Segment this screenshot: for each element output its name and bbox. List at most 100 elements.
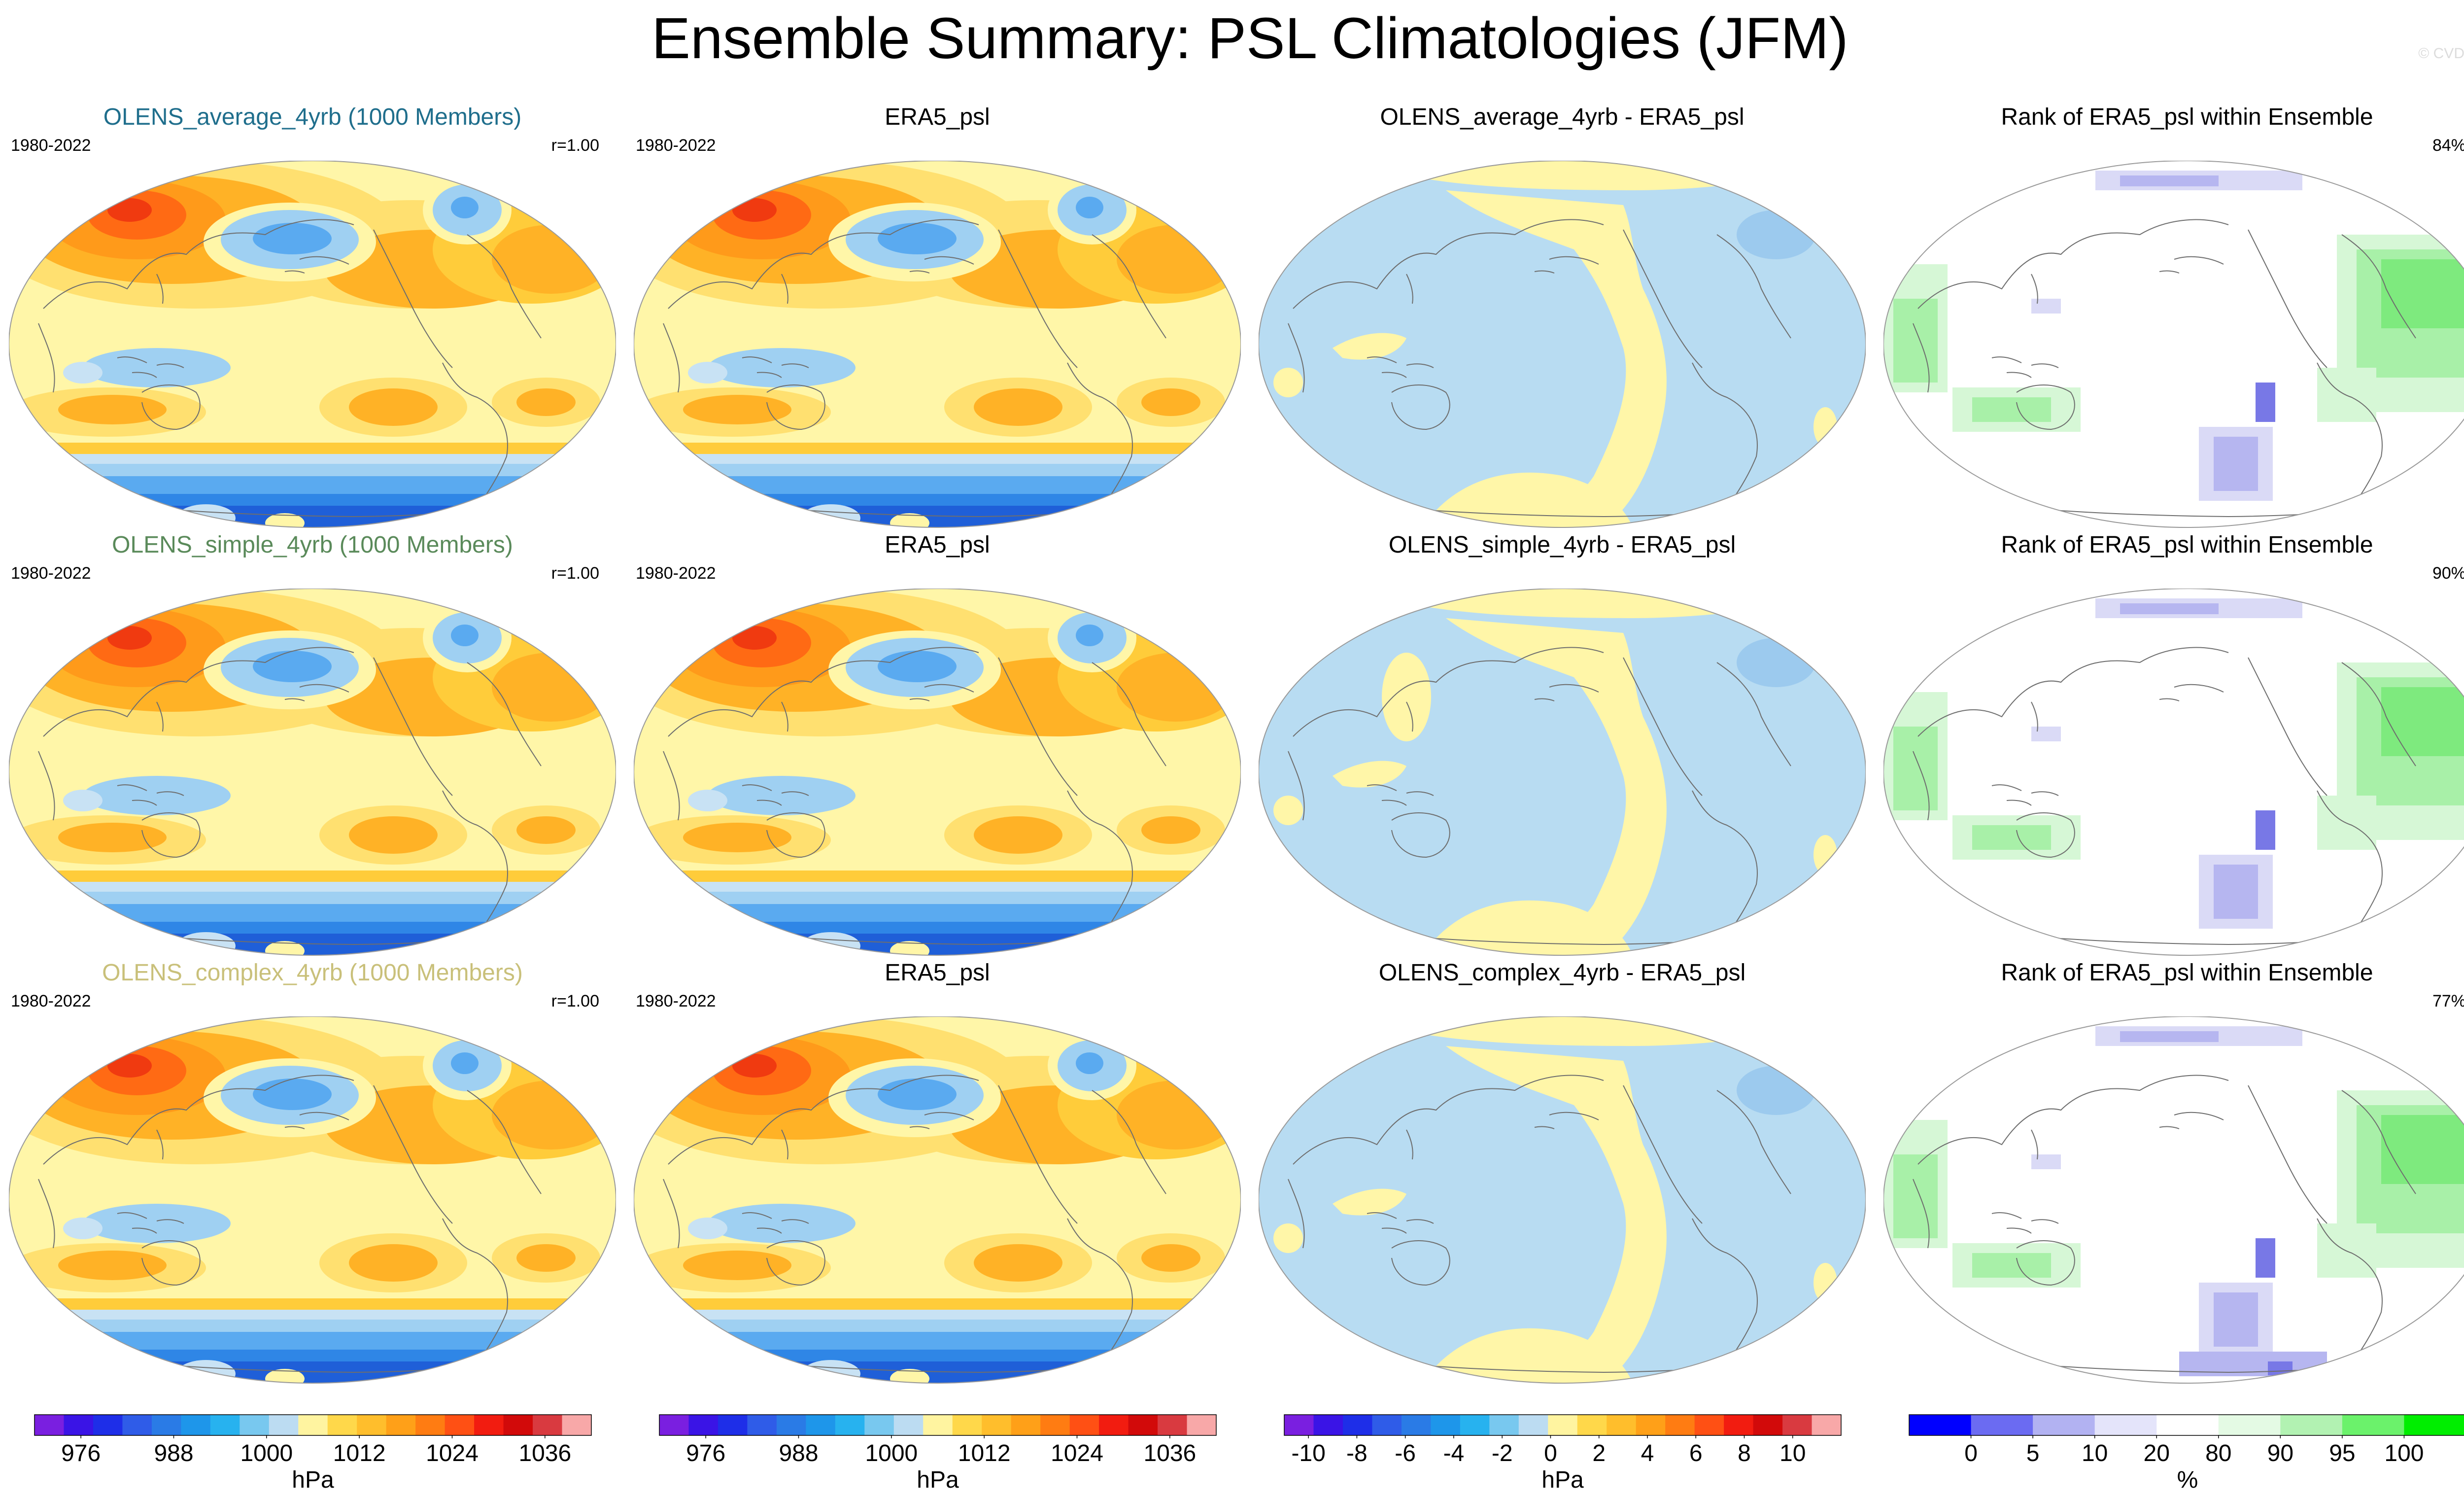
panel-title-rank: Rank of ERA5_psl within Ensemble [2001, 532, 2373, 558]
colorbar-swatch [776, 1415, 806, 1435]
colorbar-swatch [445, 1415, 475, 1435]
colorbar-tick-label: 10 [1780, 1440, 1806, 1466]
colorbar-tick-label: -2 [1492, 1440, 1513, 1466]
panel-ensemble-row2: OLENS_simple_4yrb (1000 Members) 1980-202… [0, 530, 625, 958]
colorbar-tick-label: 1012 [333, 1440, 386, 1466]
years-label: 1980-2022 [11, 564, 91, 583]
colorbar-tick-label: 0 [1544, 1440, 1557, 1466]
colorbar-tick-label: -10 [1291, 1440, 1325, 1466]
colorbar-swatch [210, 1415, 240, 1435]
rank-percent: 84% [2432, 136, 2464, 155]
colorbar-swatch [747, 1415, 777, 1435]
colorbar-swatch [1971, 1415, 2033, 1435]
colorbar-tick-label: 8 [1738, 1440, 1751, 1466]
colorbar-swatch [1724, 1415, 1754, 1435]
panel-title-era: ERA5_psl [885, 104, 990, 130]
colorbar-tick-label: 80 [2205, 1440, 2231, 1466]
map-outline [1259, 1016, 1866, 1384]
map-era [634, 161, 1241, 528]
colorbar-swatch [1548, 1415, 1578, 1435]
colorbar-tick-label: -4 [1443, 1440, 1465, 1466]
colorbar-swatch [240, 1415, 270, 1435]
rank-percent: 90% [2432, 564, 2464, 583]
map-rank [1883, 161, 2464, 528]
colorbar-swatch [1782, 1415, 1813, 1435]
map-ensemble [9, 1016, 616, 1384]
colorbar-swatch [1694, 1415, 1724, 1435]
map-field [1259, 589, 1866, 955]
colorbar-tick-label: 6 [1689, 1440, 1703, 1466]
map-outline [1883, 1016, 2464, 1384]
panel-title-era: ERA5_psl [885, 532, 990, 558]
colorbar-swatch [1313, 1415, 1343, 1435]
colorbar-swatch [659, 1415, 689, 1435]
colorbar-tick-label: 1036 [1143, 1440, 1196, 1466]
panel-era-row1: ERA5_psl 1980-2022 [625, 103, 1250, 530]
map-outline [1259, 161, 1866, 528]
panel-title-ensemble: OLENS_simple_4yrb (1000 Members) [112, 532, 513, 558]
map-field [9, 161, 616, 527]
map-field [9, 1016, 616, 1383]
map-outline [1259, 589, 1866, 956]
colorbar-unit: % [2177, 1467, 2198, 1493]
colorbar-tick-label: 0 [1964, 1440, 1978, 1466]
map-ensemble [9, 589, 616, 956]
colorbar-swatch [1460, 1415, 1490, 1435]
copyright: © CVDP [2418, 45, 2464, 62]
colorbar-svg: 0 5 10 20 80 90 95 100% [1909, 1414, 2464, 1493]
colorbar-swatch [122, 1415, 152, 1435]
rank-percent: 77% [2432, 992, 2464, 1010]
colorbar-swatch [1489, 1415, 1519, 1435]
map-field [1883, 161, 2464, 527]
colorbar-tick-label: 988 [154, 1440, 193, 1466]
panel-title-diff: OLENS_complex_4yrb - ERA5_psl [1378, 960, 1746, 986]
colorbar-swatch [923, 1415, 953, 1435]
pattern-correlation: r=1.00 [551, 564, 599, 583]
colorbar-swatch [181, 1415, 211, 1435]
panel-title-era: ERA5_psl [885, 960, 990, 986]
colorbar-swatch [952, 1415, 982, 1435]
colorbar-tick-label: 976 [686, 1440, 725, 1466]
panel-title-diff: OLENS_average_4yrb - ERA5_psl [1380, 104, 1745, 130]
colorbar-swatch [2218, 1415, 2281, 1435]
colorbar-swatch [2033, 1415, 2095, 1435]
colorbar-swatch [688, 1415, 719, 1435]
colorbar-swatch [1812, 1415, 1842, 1435]
map-field [1259, 161, 1866, 527]
colorbar-swatch [1909, 1415, 1972, 1435]
map-diff [1259, 1016, 1866, 1384]
panel-rank-row1: Rank of ERA5_psl within Ensemble 84% [1875, 103, 2464, 530]
colorbar-swatch [2094, 1415, 2157, 1435]
colorbar-swatch [415, 1415, 445, 1435]
colorbar-swatch [269, 1415, 299, 1435]
colorbar-swatch [64, 1415, 94, 1435]
colorbar-swatch [533, 1415, 563, 1435]
colorbar-1: 976 988 1000 1012 1024 1036 hPa [0, 1409, 625, 1498]
map-diff [1259, 589, 1866, 956]
map-field [634, 1016, 1241, 1383]
colorbar-swatch [1665, 1415, 1695, 1435]
years-label: 1980-2022 [636, 992, 716, 1010]
colorbar-swatch [1069, 1415, 1099, 1435]
page-title: Ensemble Summary: PSL Climatologies (JFM… [651, 6, 1848, 71]
colorbar-unit: hPa [1541, 1467, 1584, 1493]
colorbar-swatch [1431, 1415, 1461, 1435]
map-outline [634, 1016, 1241, 1384]
years-label: 1980-2022 [11, 992, 91, 1010]
panel-title-ensemble: OLENS_average_4yrb (1000 Members) [103, 104, 522, 130]
panel-diff-row1: OLENS_average_4yrb - ERA5_psl [1250, 103, 1875, 530]
colorbar-swatch [718, 1415, 748, 1435]
map-rank [1883, 589, 2464, 956]
colorbar-swatch [562, 1415, 592, 1435]
map-field [634, 161, 1241, 527]
colorbar-svg: 976 988 1000 1012 1024 1036 hPa [659, 1414, 1217, 1493]
colorbar-swatch [93, 1415, 123, 1435]
panel-ensemble-row1: OLENS_average_4yrb (1000 Members) 1980-20… [0, 103, 625, 530]
colorbar-swatch [1099, 1415, 1129, 1435]
colorbar-swatch [1040, 1415, 1070, 1435]
colorbar-swatch [2156, 1415, 2219, 1435]
colorbar-svg: 976 988 1000 1012 1024 1036 hPa [34, 1414, 592, 1493]
colorbar-swatch [864, 1415, 894, 1435]
colorbar-swatch [2404, 1415, 2464, 1435]
colorbar-tick-label: -6 [1395, 1440, 1416, 1466]
